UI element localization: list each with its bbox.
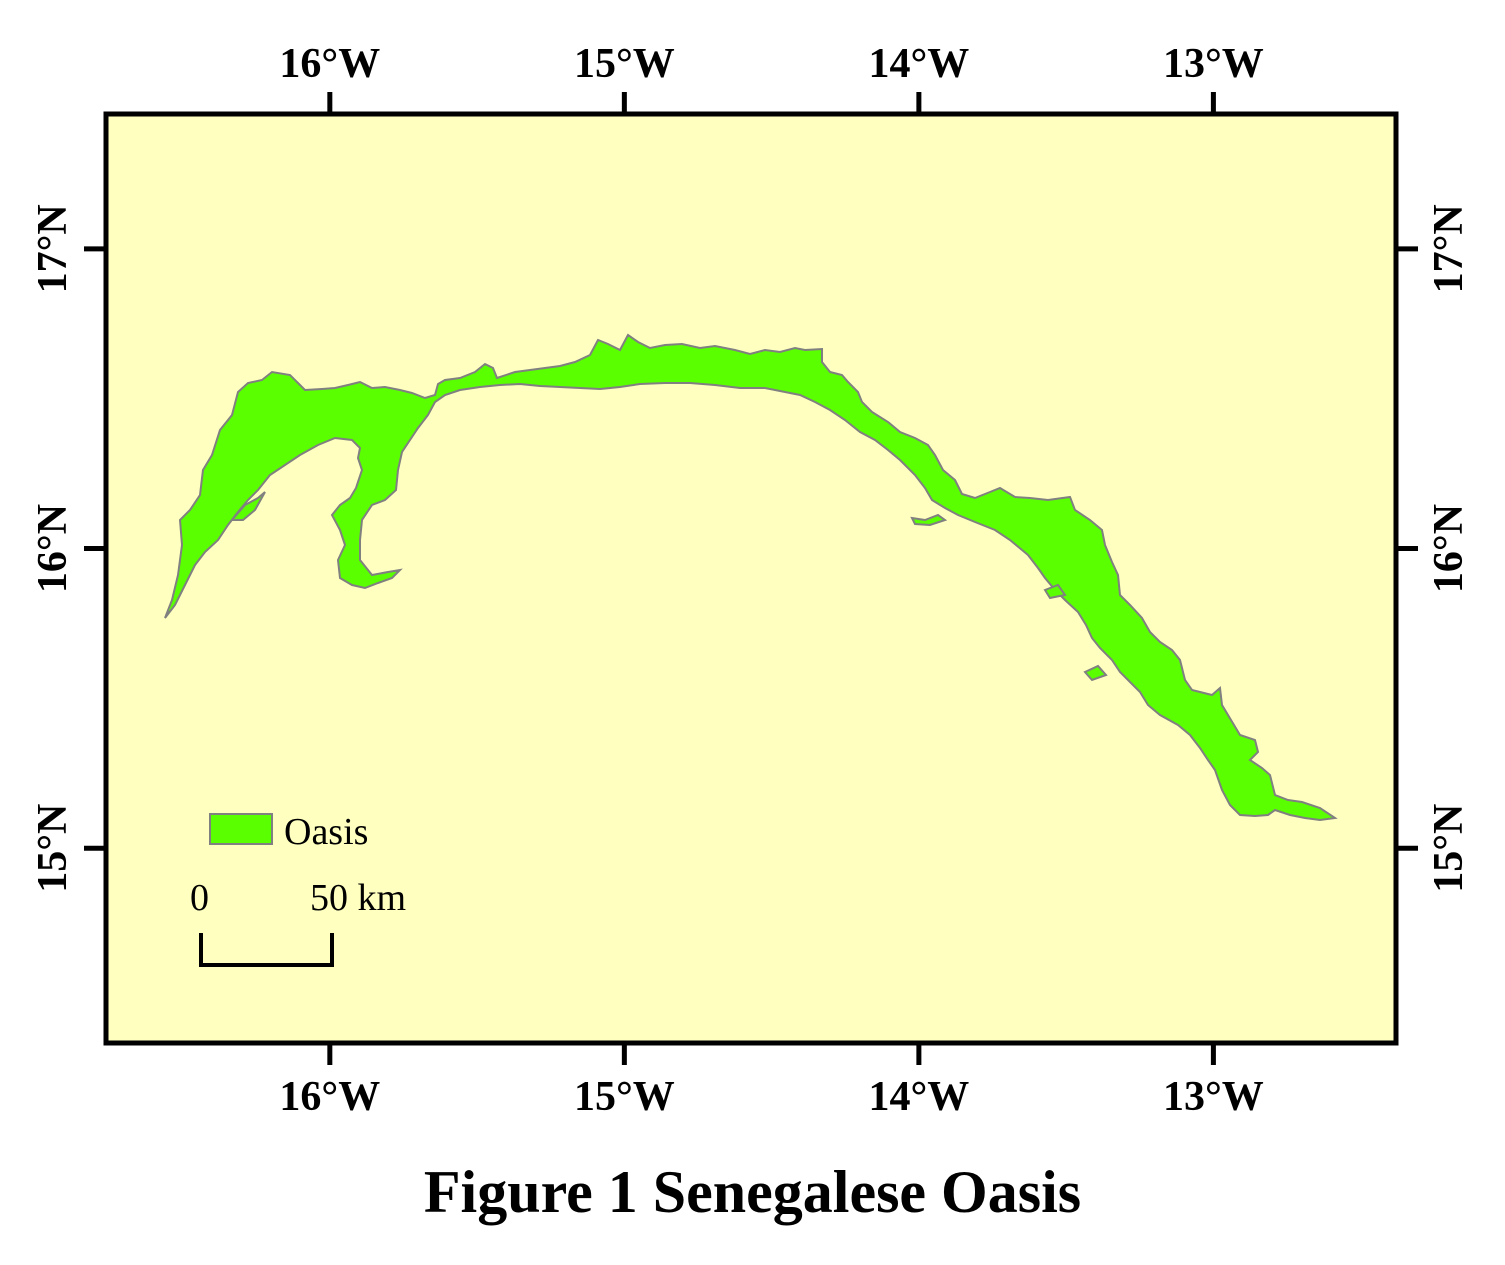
legend-label-oasis: Oasis bbox=[284, 811, 368, 853]
scale-bar-end-label: 50 km bbox=[310, 877, 406, 919]
lon-label-top-3: 13°W bbox=[1163, 41, 1264, 87]
lon-label-bottom-1: 15°W bbox=[574, 1074, 675, 1120]
oasis-layer bbox=[164, 333, 1338, 822]
lon-label-bottom-0: 16°W bbox=[279, 1074, 380, 1120]
oasis-region-west bbox=[164, 333, 1338, 822]
lon-label-bottom-2: 14°W bbox=[868, 1074, 969, 1120]
lon-label-top-1: 15°W bbox=[574, 41, 675, 87]
map-frame bbox=[103, 111, 1399, 1046]
lon-label-top-0: 16°W bbox=[279, 41, 380, 87]
map-background bbox=[106, 114, 1396, 1043]
legend-swatch-oasis bbox=[209, 813, 273, 845]
lat-label-left-0: 17°N bbox=[30, 204, 76, 293]
scale-bar: 0 50 km bbox=[190, 877, 406, 967]
lon-label-top-2: 14°W bbox=[868, 41, 969, 87]
lat-label-right-1: 16°N bbox=[1426, 504, 1472, 593]
legend: Oasis bbox=[209, 811, 368, 853]
figure-caption: Figure 1 Senegalese Oasis bbox=[423, 1159, 1082, 1225]
lat-label-left-2: 15°N bbox=[30, 804, 76, 893]
oasis-inner-channel bbox=[229, 491, 266, 521]
lat-label-left-1: 16°N bbox=[30, 504, 76, 593]
lon-label-bottom-3: 13°W bbox=[1163, 1074, 1264, 1120]
graticule-ticks bbox=[84, 92, 1418, 1065]
scale-bar-line bbox=[199, 933, 334, 967]
lat-label-right-0: 17°N bbox=[1426, 204, 1472, 293]
oasis-islet-2 bbox=[1043, 583, 1067, 600]
oasis-islet-3 bbox=[1083, 664, 1108, 682]
lat-label-right-2: 15°N bbox=[1426, 804, 1472, 893]
oasis-islet-1 bbox=[910, 513, 948, 527]
scale-bar-start-label: 0 bbox=[190, 877, 209, 919]
graticule-labels: 16°W 16°W 15°W 15°W 14°W 14°W 13°W 13°W 17°N 17°N… bbox=[30, 41, 1472, 1120]
